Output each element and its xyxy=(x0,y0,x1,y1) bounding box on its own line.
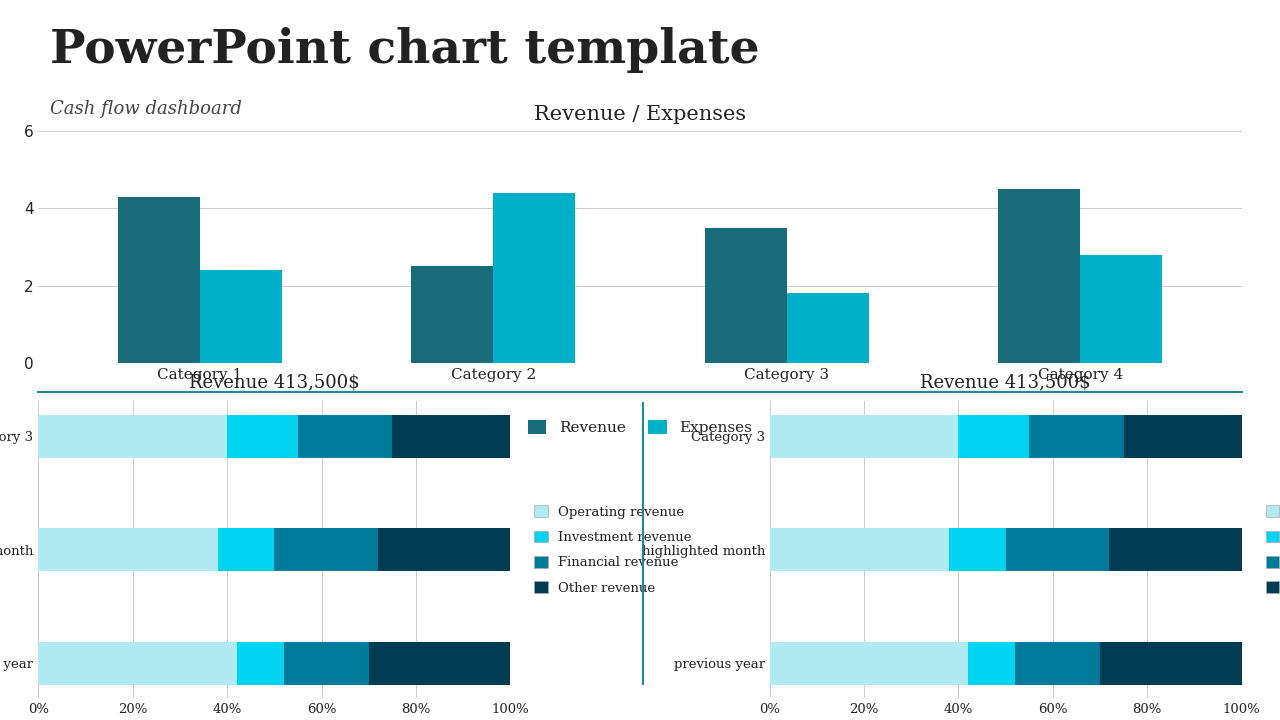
Bar xyxy=(1110,528,1242,572)
Bar xyxy=(274,528,378,572)
Bar xyxy=(378,528,511,572)
Bar xyxy=(38,528,218,572)
Bar xyxy=(1006,528,1110,572)
Bar xyxy=(959,415,1029,458)
Bar xyxy=(704,228,787,363)
Bar xyxy=(284,642,369,685)
Bar xyxy=(218,528,274,572)
Legend: Revenue, Expenses: Revenue, Expenses xyxy=(522,414,758,441)
Legend: Operating revenue, Investment revenue, Financial revenue, Other revenue: Operating revenue, Investment revenue, F… xyxy=(529,500,696,600)
Bar xyxy=(38,415,227,458)
Bar xyxy=(493,193,576,363)
Bar xyxy=(1100,642,1242,685)
Bar xyxy=(769,642,968,685)
Title: Revenue 413,500$: Revenue 413,500$ xyxy=(189,374,360,392)
Bar xyxy=(1080,255,1162,363)
Title: Revenue / Expenses: Revenue / Expenses xyxy=(534,105,746,124)
Bar xyxy=(227,415,298,458)
Bar xyxy=(118,197,200,363)
Bar xyxy=(298,415,392,458)
Bar xyxy=(392,415,511,458)
Text: Cash flow dashboard: Cash flow dashboard xyxy=(50,100,242,118)
Bar xyxy=(1015,642,1100,685)
Text: PowerPoint chart template: PowerPoint chart template xyxy=(50,27,760,73)
Bar xyxy=(411,266,493,363)
Bar xyxy=(787,294,869,363)
Bar xyxy=(369,642,511,685)
Bar xyxy=(237,642,284,685)
Bar xyxy=(1124,415,1242,458)
Bar xyxy=(200,270,282,363)
Bar xyxy=(769,415,959,458)
Legend: Operating revenue, Investment revenue, Financial revenue, Other revenue: Operating revenue, Investment revenue, F… xyxy=(1261,500,1280,600)
Bar xyxy=(38,642,237,685)
Bar xyxy=(769,528,948,572)
Bar xyxy=(948,528,1006,572)
Bar xyxy=(968,642,1015,685)
Title: Revenue 413,500$: Revenue 413,500$ xyxy=(920,374,1091,392)
Bar xyxy=(998,189,1080,363)
Bar xyxy=(1029,415,1124,458)
